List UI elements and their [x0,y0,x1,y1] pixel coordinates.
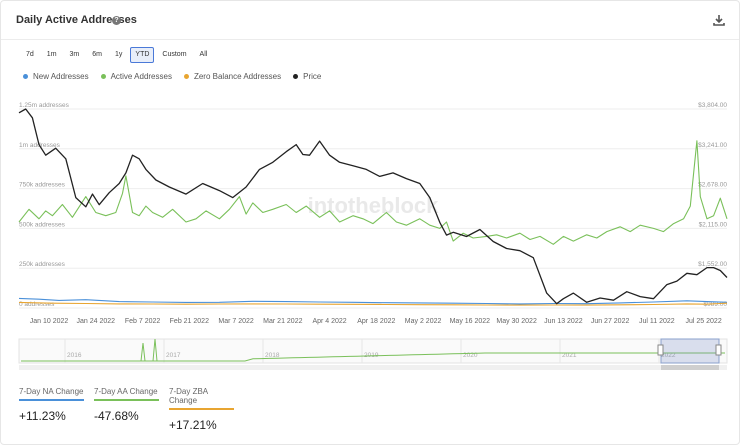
navigator-selection-window[interactable] [660,338,720,364]
series-line-price [18,108,728,305]
x-tick-label: May 16 2022 [450,318,491,325]
chart-legend: New Addresses Active Addresses Zero Balanc… [23,72,321,81]
legend-item[interactable]: Zero Balance Addresses [183,72,282,81]
range-button-3m[interactable]: 3m [64,47,85,63]
y-right-tick-label: $2,115.00 [699,221,728,228]
chart-title: Daily Active Addresses [16,14,137,26]
legend-dot [23,74,28,79]
y-right-tick-label: $2,678.00 [698,182,727,189]
range-button-ytd[interactable]: YTD [130,47,155,63]
x-tick-label: Jan 10 2022 [30,318,69,325]
series-line-new-addresses [18,297,728,305]
x-tick-label: Jun 13 2022 [544,318,583,325]
navigator-year-label: 2018 [265,352,280,359]
range-button-custom[interactable]: Custom [157,47,192,63]
legend-label: Price [303,72,322,81]
navigator-series-line [21,352,725,362]
navigator-spike [140,338,158,362]
y-left-tick-label: 750k addresses [19,182,66,189]
x-tick-label: Apr 18 2022 [357,318,395,325]
stat-label: 7-Day ZBA Change [169,387,234,410]
x-tick-label: Feb 21 2022 [170,318,209,325]
question-icon[interactable]: ? [112,16,121,25]
x-tick-label: Apr 4 2022 [312,318,346,325]
change-stats: 7-Day NA Change +11.23% 7-Day AA Change -47… [19,387,234,432]
legend-dot [183,74,189,79]
legend-dot [293,74,299,79]
range-button-1y[interactable]: 1y [110,47,128,63]
range-button-1m[interactable]: 1m [41,47,62,63]
y-right-tick-label: $3,241.00 [698,142,727,149]
watermark: intotheblock [308,193,440,218]
navigator-year-label: 2022 [661,352,676,359]
scrollbar-thumb[interactable] [661,365,719,370]
legend-label: Active Addresses [110,72,172,81]
range-button-all[interactable]: All [194,47,213,63]
y-left-tick-label: 1.25m addresses [19,102,70,109]
legend-label: Zero Balance Addresses [193,72,282,81]
y-left-tick-label: 0 addresses [19,301,55,308]
x-tick-label: Mar 21 2022 [263,318,302,325]
series-line-zero-balance-addresses [18,301,728,306]
navigator-year-label: 2017 [166,352,181,359]
legend-item[interactable]: Active Addresses [100,72,172,81]
x-tick-label: Jul 25 2022 [686,318,722,325]
x-tick-label: Jun 27 2022 [591,318,630,325]
x-tick-label: May 30 2022 [496,318,537,325]
navigator-left-handle[interactable] [657,344,664,356]
range-selector: 7d 1m 3m 6m 1y YTD Custom All [21,47,213,63]
card-header: Daily Active Addresses ? [1,1,739,40]
y-right-tick-label: $3,804.00 [698,102,727,109]
x-tick-label: Mar 7 2022 [218,318,254,325]
legend-item[interactable]: Price [293,72,321,81]
stat-block: 7-Day ZBA Change +17.21% [169,387,234,432]
x-tick-label: May 2 2022 [405,318,442,325]
stat-block: 7-Day NA Change +11.23% [19,387,84,432]
legend-label: New Addresses [33,72,89,81]
x-tick-label: Feb 7 2022 [125,318,161,325]
stat-block: 7-Day AA Change -47.68% [94,387,159,432]
stat-value: +17.21% [169,418,217,432]
navigator-right-handle[interactable] [715,344,722,356]
scrollbar-track [19,365,727,370]
stat-label: 7-Day AA Change [94,387,159,401]
navigator-year-label: 2016 [67,352,82,359]
y-left-tick-label: 250k addresses [19,261,66,268]
stat-label: 7-Day NA Change [19,387,84,401]
range-button-6m[interactable]: 6m [87,47,107,63]
navigator-year-label: 2020 [463,352,478,359]
legend-item[interactable]: New Addresses [23,72,89,81]
line-chart: 0 addresses $989.00 250k addresses $1,552.0… [18,102,728,370]
navigator-year-label: 2021 [562,352,577,359]
download-icon[interactable] [712,13,726,27]
stat-value: -47.68% [94,409,139,423]
y-right-tick-label: $1,552.00 [698,261,727,268]
legend-dot [100,74,106,79]
stat-value: +11.23% [19,409,66,423]
series-line-active-addresses [18,140,728,245]
range-button-7d[interactable]: 7d [21,47,39,63]
x-tick-label: Jan 24 2022 [77,318,116,325]
x-tick-label: Jul 11 2022 [639,318,675,325]
y-right-tick-label: $989.00 [704,301,728,308]
y-left-tick-label: 500k addresses [19,221,66,228]
navigator-panel [18,338,728,364]
